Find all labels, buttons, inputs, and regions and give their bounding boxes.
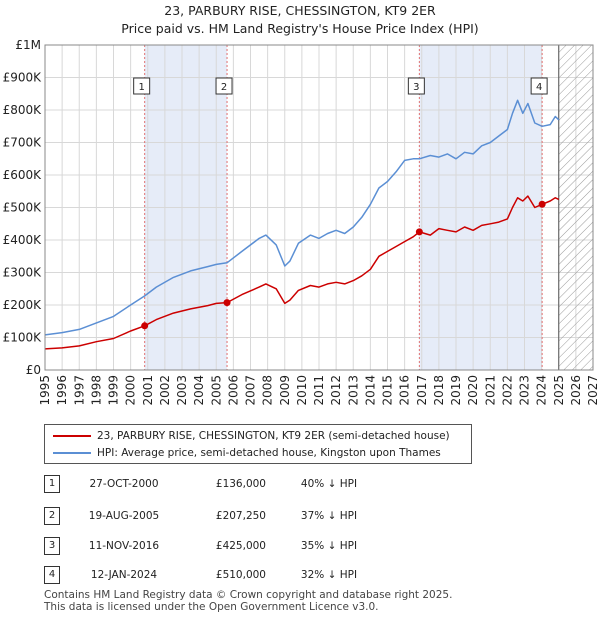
legend-label-hpi: HPI: Average price, semi-detached house,… xyxy=(97,447,441,459)
x-tick-label: 2022 xyxy=(500,375,514,406)
legend-swatch-blue xyxy=(53,452,91,454)
x-tick-label: 1996 xyxy=(55,375,69,406)
x-tick-label: 2018 xyxy=(432,375,446,406)
future-hatch xyxy=(558,45,593,370)
x-tick-label: 2000 xyxy=(124,375,138,406)
transaction-price: £207,250 xyxy=(215,510,266,522)
transaction-point xyxy=(415,228,423,236)
transaction-hpi: 35% ↓ HPI xyxy=(300,540,358,552)
x-tick-label: 2019 xyxy=(449,375,463,406)
x-tick-label: 2017 xyxy=(415,375,429,406)
y-tick-label: £0 xyxy=(26,363,41,377)
transaction-point xyxy=(223,299,231,307)
x-tick-label: 2006 xyxy=(226,375,240,406)
transaction-date: 19-AUG-2005 xyxy=(88,510,160,522)
y-tick-label: £900K xyxy=(3,71,43,85)
legend-item-property: 23, PARBURY RISE, CHESSINGTON, KT9 2ER (… xyxy=(53,428,450,444)
transaction-point xyxy=(141,322,149,330)
y-tick-label: £800K xyxy=(3,103,43,117)
x-tick-label: 2012 xyxy=(329,375,343,406)
transaction-price: £510,000 xyxy=(215,569,266,581)
transaction-hpi: 40% ↓ HPI xyxy=(300,478,358,490)
chart-title: 23, PARBURY RISE, CHESSINGTON, KT9 2ER xyxy=(164,3,436,18)
x-tick-label: 2026 xyxy=(569,375,583,406)
transaction-date: 11-NOV-2016 xyxy=(88,540,160,552)
x-tick-label: 2008 xyxy=(261,375,275,406)
transaction-hpi: 32% ↓ HPI xyxy=(300,569,358,581)
transaction-price: £136,000 xyxy=(215,478,266,490)
price-chart: 1 2 3 4 £0 £100K £200K £300K £400K £500K £600K £70… xyxy=(3,38,600,406)
property-price-line xyxy=(44,195,560,350)
footer-copyright: Contains HM Land Registry data © Crown c… xyxy=(44,589,453,601)
x-tick-label: 2027 xyxy=(586,375,600,406)
transaction-badge-box xyxy=(133,77,151,95)
x-tick-label: 2016 xyxy=(398,375,412,406)
x-tick-label: 2023 xyxy=(518,375,532,406)
footer-licence: This data is licensed under the Open Gov… xyxy=(44,601,379,613)
transaction-badge-label: 3 xyxy=(413,82,419,93)
x-tick-label: 1998 xyxy=(89,375,103,406)
y-tick-label: £400K xyxy=(3,233,43,247)
transaction-date: 27-OCT-2000 xyxy=(89,478,159,490)
x-tick-label: 2007 xyxy=(244,375,258,406)
x-tick-label: 2004 xyxy=(192,375,206,406)
x-tick-label: 2013 xyxy=(346,375,360,406)
legend-item-hpi: HPI: Average price, semi-detached house,… xyxy=(53,445,441,461)
x-tick-label: 2003 xyxy=(175,375,189,406)
x-tick-label: 2001 xyxy=(141,375,155,406)
transaction-number: 1 xyxy=(44,475,60,493)
x-tick-label: 2002 xyxy=(158,375,172,406)
x-tick-label: 2010 xyxy=(295,375,309,406)
x-tick-label: 2024 xyxy=(535,375,549,406)
y-tick-label: £1M xyxy=(15,38,41,52)
x-tick-label: 2020 xyxy=(466,375,480,406)
legend-swatch-red xyxy=(53,435,91,437)
y-tick-label: £200K xyxy=(3,298,43,312)
chart-subtitle: Price paid vs. HM Land Registry's House … xyxy=(121,21,479,36)
x-tick-label: 2021 xyxy=(483,375,497,406)
hpi-line xyxy=(44,99,560,336)
x-tick-label: 2011 xyxy=(312,375,326,406)
x-tick-label: 2015 xyxy=(381,375,395,406)
transaction-price: £425,000 xyxy=(215,540,266,552)
x-tick-label: 1997 xyxy=(72,375,86,406)
y-tick-label: £600K xyxy=(3,168,43,182)
x-tick-label: 2014 xyxy=(363,375,377,406)
x-tick-label: 2025 xyxy=(552,375,566,406)
transaction-number: 4 xyxy=(44,566,60,584)
transaction-badge-box xyxy=(407,77,425,95)
legend-label-property: 23, PARBURY RISE, CHESSINGTON, KT9 2ER (… xyxy=(97,430,450,442)
plot-frame xyxy=(44,44,594,371)
transaction-point xyxy=(538,200,546,208)
x-tick-label: 1999 xyxy=(107,375,121,406)
y-tick-label: £700K xyxy=(3,136,43,150)
transaction-badge-label: 4 xyxy=(536,82,542,93)
y-tick-label: £300K xyxy=(3,266,43,280)
x-tick-label: 2005 xyxy=(209,375,223,406)
y-tick-label: £500K xyxy=(3,201,43,215)
transaction-number: 3 xyxy=(44,537,60,555)
y-tick-label: £100K xyxy=(3,331,43,345)
transaction-hpi: 37% ↓ HPI xyxy=(300,510,358,522)
transaction-date: 12-JAN-2024 xyxy=(90,569,158,581)
transaction-number: 2 xyxy=(44,507,60,525)
transaction-badge-label: 1 xyxy=(138,82,144,93)
x-tick-label: 1995 xyxy=(38,375,52,406)
legend: 23, PARBURY RISE, CHESSINGTON, KT9 2ER (… xyxy=(44,424,472,464)
transaction-badge-box xyxy=(530,77,548,95)
transaction-badge-label: 2 xyxy=(221,82,227,93)
transaction-badge-box xyxy=(215,77,233,95)
x-tick-label: 2009 xyxy=(278,375,292,406)
